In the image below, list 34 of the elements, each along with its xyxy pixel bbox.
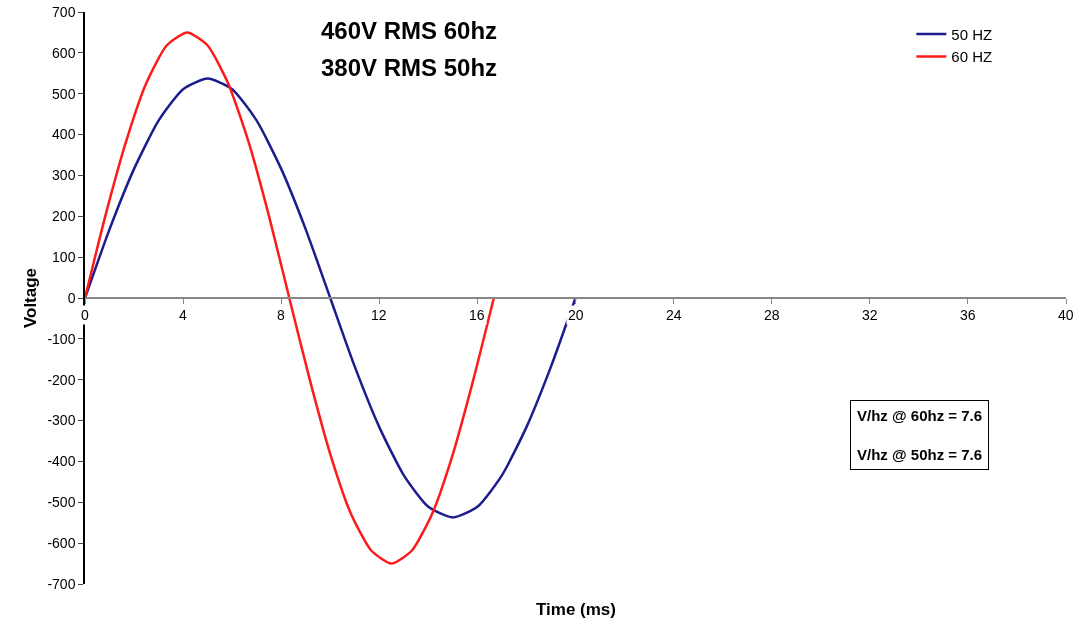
x-tick-label: 32 bbox=[862, 307, 878, 323]
x-tick-label: 8 bbox=[277, 307, 285, 323]
x-tick-label: 12 bbox=[371, 307, 387, 323]
y-tick-label: 400 bbox=[52, 126, 76, 143]
x-tick-label: 28 bbox=[764, 307, 780, 323]
y-tick-label: -400 bbox=[47, 453, 76, 470]
chart-title: 460V RMS 60hz bbox=[321, 17, 498, 44]
y-tick-label: 0 bbox=[67, 289, 76, 306]
text: 380V RMS 50hz bbox=[321, 54, 498, 81]
y-tick-label: 200 bbox=[52, 208, 76, 225]
y-tick-label: -500 bbox=[47, 494, 76, 511]
x-axis-title: Time (ms) bbox=[536, 600, 616, 619]
annotation: V/hz @ 50hz = 7.6 bbox=[857, 446, 983, 463]
x-tick-label: 4 bbox=[179, 307, 187, 323]
x-tick-label: 16 bbox=[469, 307, 485, 323]
y-tick-label: 700 bbox=[52, 3, 76, 20]
x-tick-label: 0 bbox=[81, 307, 89, 323]
y-tick-label: -100 bbox=[47, 330, 76, 347]
y-tick-label: 500 bbox=[52, 85, 76, 102]
y-tick-label: 300 bbox=[52, 167, 76, 184]
legend-label: 60 HZ bbox=[951, 48, 993, 66]
x-tick-label: 36 bbox=[960, 307, 976, 323]
legend-label: 50 HZ bbox=[951, 25, 993, 43]
annotation: V/hz @ 60hz = 7.6 bbox=[857, 407, 983, 424]
x-tick-label: 24 bbox=[666, 307, 682, 323]
y-axis-title: Voltage bbox=[21, 267, 41, 329]
y-tick-label: -200 bbox=[47, 371, 76, 388]
y-tick-label: -700 bbox=[47, 575, 76, 592]
x-tick-label: 40 bbox=[1058, 307, 1074, 323]
y-tick-label: 100 bbox=[52, 249, 76, 266]
y-tick-label: 600 bbox=[52, 44, 76, 61]
y-tick-label: -600 bbox=[47, 535, 76, 552]
y-tick-label: -300 bbox=[47, 412, 76, 429]
x-tick-label: 20 bbox=[568, 307, 584, 323]
